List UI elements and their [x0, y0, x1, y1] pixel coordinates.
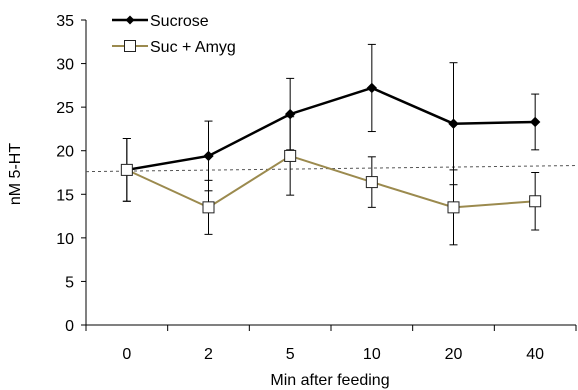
reference-dashed-line: [85, 165, 577, 173]
data-point-sucrose: [529, 116, 541, 128]
x-tick-label: 5: [286, 346, 295, 363]
y-tick-label: 35: [56, 13, 74, 30]
legend-label-sucrose: Sucrose: [150, 13, 209, 30]
x-tick-label: 0: [122, 346, 131, 363]
x-tick-label: 2: [204, 346, 213, 363]
data-point-suc-amyg: [120, 163, 133, 176]
data-point-sucrose: [284, 108, 296, 120]
y-tick-label: 5: [65, 274, 74, 291]
y-tick-label: 10: [56, 231, 74, 248]
y-tick-label: 20: [56, 144, 74, 161]
data-point-sucrose: [448, 118, 459, 129]
data-point-suc-amyg: [447, 201, 460, 214]
data-point-sucrose: [366, 82, 378, 94]
y-tick-label: 25: [56, 100, 74, 117]
data-point-sucrose: [203, 150, 214, 162]
x-tick-label: 40: [526, 346, 544, 363]
y-tick-label: 30: [56, 57, 74, 74]
series-line: [126, 86, 536, 172]
y-tick-label: 15: [56, 187, 74, 204]
legend-marker: [124, 40, 136, 52]
data-point-suc-amyg: [284, 149, 297, 162]
legend-label-suc-amyg: Suc + Amyg: [150, 39, 236, 56]
data-point-suc-amyg: [365, 176, 378, 189]
series-line: [126, 154, 536, 209]
y-axis-title: nM 5-HT: [7, 143, 24, 205]
x-tick-label: 20: [445, 346, 463, 363]
data-point-suc-amyg: [202, 201, 215, 214]
x-axis-title: Min after feeding: [270, 372, 389, 389]
y-tick-label: 0: [65, 318, 74, 335]
x-tick-label: 10: [363, 346, 381, 363]
legend-marker: [125, 15, 135, 25]
data-point-suc-amyg: [529, 195, 542, 208]
